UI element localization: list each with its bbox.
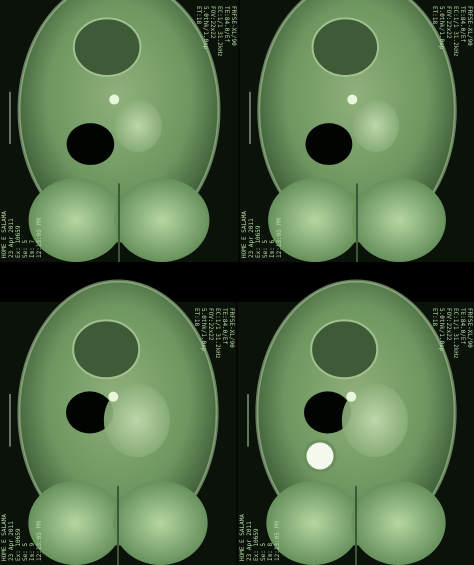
sinus [72, 319, 141, 380]
patient-info: 23 Apr 2011 [246, 521, 253, 561]
patient-info: Se: 5 [260, 543, 267, 561]
air-cavity [305, 123, 353, 166]
scan-parameter: 5.0thk/1.0sp [438, 308, 445, 352]
scan-parameter: 5.0thk/1.0sp [438, 6, 445, 50]
bright-spot [346, 391, 357, 402]
patient-info: Im: 6 [269, 240, 276, 258]
scan-parameter: FOV:22x22 [207, 308, 214, 341]
scan-parameter: FRFSE-XL/90 [228, 308, 235, 348]
scan-parameter: EC:1/1 31.2kHz [452, 308, 459, 359]
bright-cyst [303, 439, 337, 473]
patient-info: 23 Apr 2011 [8, 218, 15, 258]
scan-parameter: FOV:22x22 [445, 308, 452, 341]
patient-info: Im: 8 [267, 543, 274, 561]
scan-parameter: ET:18 [195, 6, 202, 24]
scan-parameter: TE:84.0/Ef [459, 6, 466, 43]
scan-parameter: FOV:22x22 [445, 6, 452, 39]
scan-parameter: ET:18 [193, 308, 200, 326]
patient-info: Im: 7 [29, 240, 36, 258]
cerebellum-left [268, 178, 362, 262]
cerebellum-right [113, 480, 208, 565]
patient-info: 12:13:05 PM [276, 218, 283, 258]
scan-parameter: ET:18 [431, 308, 438, 326]
cerebellum-right [352, 178, 446, 262]
air-cavity [66, 123, 115, 166]
scan-parameter: FOV:22x22 [209, 6, 216, 39]
bright-spot [109, 94, 120, 105]
bright-spot [347, 94, 358, 105]
patient-info: 12:13:05 PM [274, 521, 281, 561]
sinus [72, 17, 142, 77]
cerebellum-right [114, 178, 210, 262]
sinus [310, 319, 379, 380]
patient-info: 12:13:05 PM [36, 521, 43, 561]
patient-info: Ex: 10659 [253, 528, 260, 561]
scan-parameter: EC:1/1 31.2kHz [452, 6, 459, 57]
mass [114, 99, 162, 152]
cerebellum-left [28, 480, 123, 565]
patient-info: Ex: 10659 [15, 528, 22, 561]
patient-info: HOME E SALAMA [1, 211, 8, 258]
patient-info: Se: 5 [262, 240, 269, 258]
patient-info: HOME E SALAMA [241, 211, 248, 258]
bright-spot [108, 391, 119, 402]
patient-info: Ex: 10659 [255, 225, 262, 258]
air-cavity [304, 391, 352, 434]
patient-info: Ex: 10659 [15, 225, 22, 258]
patient-info: 12:13:05 PM [36, 218, 43, 258]
patient-info: 23 Apr 2011 [248, 218, 255, 258]
cerebellum-left [28, 178, 124, 262]
scan-parameter: FRFSE-XL/90 [466, 308, 473, 348]
scan-parameter: TE:84.0/Ef [459, 308, 466, 345]
patient-info: Im: 9 [29, 543, 36, 561]
scan-parameter: FRFSE-XL/90 [230, 6, 237, 46]
patient-info: HOME E SALAMA [1, 514, 8, 561]
air-cavity [66, 391, 114, 434]
scan-parameter: FRFSE-XL/90 [466, 6, 473, 46]
mass [341, 383, 408, 458]
scan-parameter: 5.0thk/1.0sp [202, 6, 209, 50]
patient-info: 23 Apr 2011 [8, 521, 15, 561]
patient-info: Se: 5 [22, 543, 29, 561]
patient-info: HOME E SALAMA [239, 514, 246, 561]
mass [103, 383, 170, 458]
scan-parameter: TE:84.0/Ef [223, 6, 230, 43]
patient-info: Se: 5 [22, 240, 29, 258]
mass [352, 99, 400, 152]
cerebellum-right [351, 480, 446, 565]
sinus [311, 17, 380, 77]
scan-parameter: ET:18 [431, 6, 438, 24]
scan-parameter: 5.0thk/1.0sp [200, 308, 207, 352]
scan-parameter: TE:84.0/Ef [221, 308, 228, 345]
cerebellum-left [266, 480, 361, 565]
scan-parameter: EC:1/1 31.2kHz [216, 6, 223, 57]
scan-parameter: EC:1/1 31.2kHz [214, 308, 221, 359]
